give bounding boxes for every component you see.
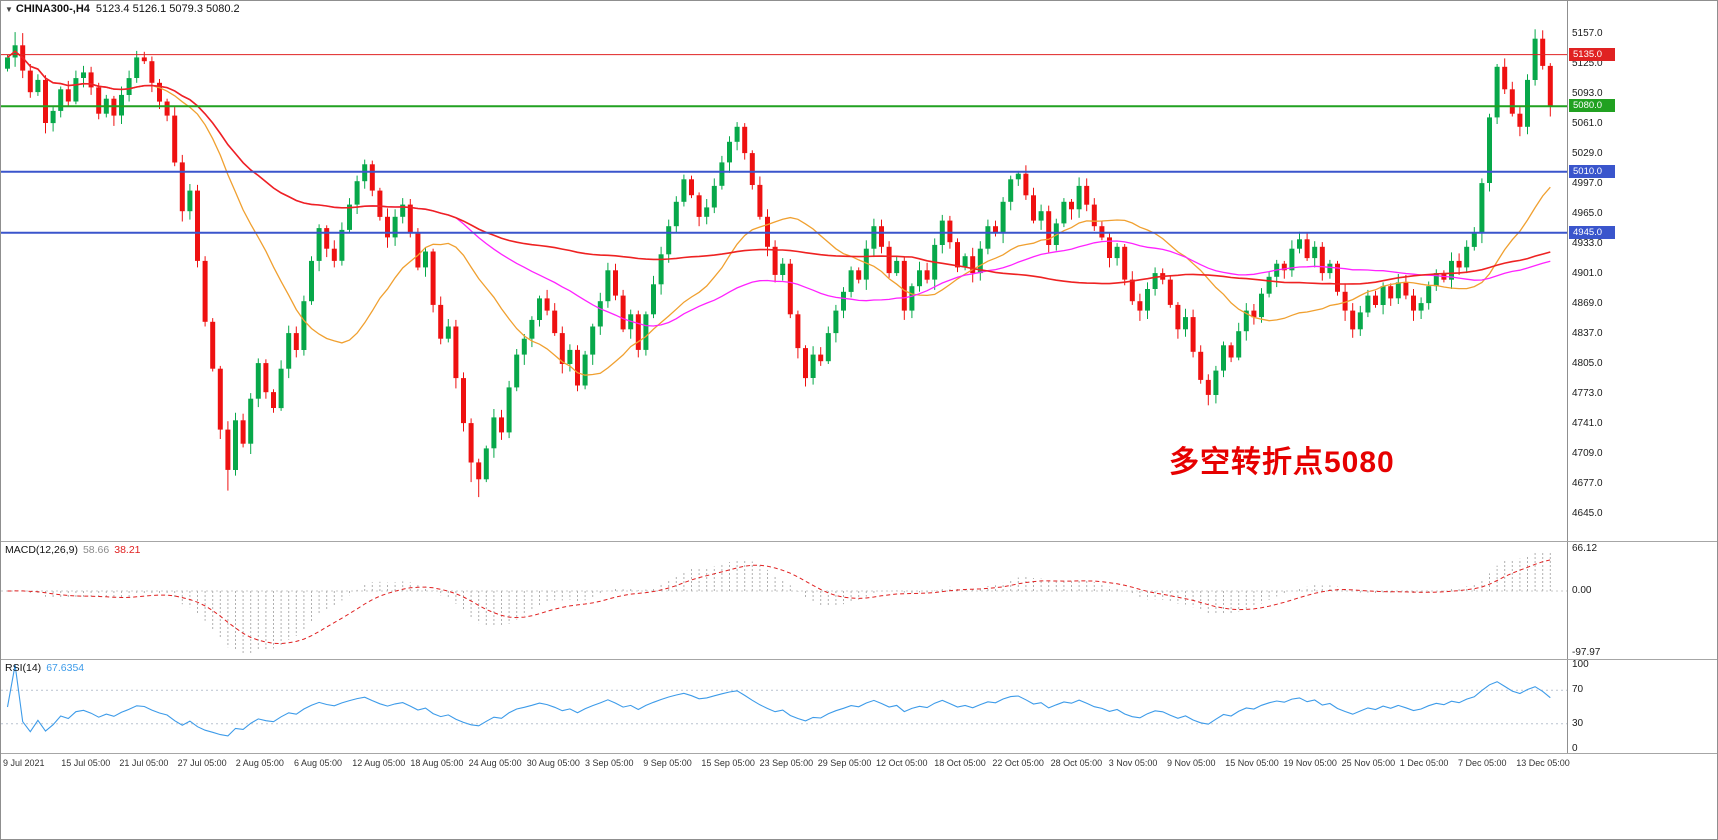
price-tick-label: 4709.0: [1572, 448, 1603, 459]
time-axis-label: 18 Oct 05:00: [934, 758, 986, 768]
macd-value-signal: 38.21: [114, 544, 141, 556]
price-tick-label: 5125.0: [1572, 58, 1603, 69]
time-axis-label: 9 Nov 05:00: [1167, 758, 1216, 768]
symbol-dropdown-icon[interactable]: ▼: [5, 5, 13, 14]
time-axis-label: 15 Jul 05:00: [61, 758, 111, 768]
rsi-axis-label: 0: [1572, 743, 1578, 754]
time-axis-label: 24 Aug 05:00: [468, 758, 522, 768]
price-level-badge[interactable]: 5080.0: [1569, 99, 1615, 112]
time-axis-label: 7 Dec 05:00: [1458, 758, 1507, 768]
time-axis-label: 19 Nov 05:00: [1283, 758, 1337, 768]
price-tick-label: 4933.0: [1572, 238, 1603, 249]
macd-axis-label: 0.00: [1572, 585, 1592, 596]
macd-value-main: 58.66: [82, 544, 110, 556]
price-tick-label: 4965.0: [1572, 208, 1603, 219]
price-tick-label: 4773.0: [1572, 388, 1603, 399]
price-level-badge[interactable]: 5010.0: [1569, 165, 1615, 178]
rsi-panel-canvas[interactable]: [1, 660, 1567, 753]
time-axis-label: 15 Sep 05:00: [701, 758, 755, 768]
main-chart-canvas[interactable]: [1, 1, 1567, 541]
annotation-text: 多空转折点5080: [1169, 446, 1395, 479]
macd-label-text: MACD(12,26,9): [5, 544, 78, 556]
time-axis-label: 6 Aug 05:00: [294, 758, 343, 768]
price-tick-label: 4805.0: [1572, 358, 1603, 369]
rsi-indicator-label: RSI(14) 67.6354: [5, 662, 89, 674]
time-axis-label: 1 Dec 05:00: [1399, 758, 1449, 768]
panel-divider-rsi[interactable]: [1, 659, 1717, 660]
time-axis[interactable]: 9 Jul 2021 15 Jul 05:00 21 Jul 05:00 27 Jul…: [1, 754, 1570, 776]
time-axis-label: 15 Nov 05:00: [1225, 758, 1279, 768]
symbol-ohlc-readout: ▼ CHINA300-,H4 5123.4 5126.1 5079.3 5080.2: [5, 3, 240, 15]
time-axis-label: 30 Aug 05:00: [526, 758, 580, 768]
macd-axis-label: 66.12: [1572, 543, 1598, 554]
time-axis-label: 28 Oct 05:00: [1050, 758, 1103, 768]
time-axis-divider: [1, 753, 1717, 754]
price-tick-label: 4645.0: [1572, 508, 1603, 519]
price-tick-label: 4901.0: [1572, 268, 1603, 279]
time-axis-label: 12 Oct 05:00: [876, 758, 928, 768]
time-axis-label: 13 Dec 05:00: [1516, 758, 1570, 768]
panel-divider-macd[interactable]: [1, 541, 1717, 542]
time-axis-label: 12 Aug 05:00: [352, 758, 406, 768]
time-axis-label: 3 Sep 05:00: [585, 758, 634, 768]
time-axis-label: 25 Nov 05:00: [1341, 758, 1396, 768]
time-axis-label: 9 Sep 05:00: [643, 758, 692, 768]
price-tick-label: 4741.0: [1572, 418, 1603, 429]
symbol-name: CHINA300-,H4: [15, 3, 90, 15]
price-tick-label: 5061.0: [1572, 118, 1603, 129]
rsi-label-text: RSI(14): [5, 662, 42, 674]
rsi-axis-label: 30: [1572, 718, 1584, 729]
rsi-axis-label: 100: [1572, 659, 1589, 670]
price-tick-label: 4677.0: [1572, 478, 1603, 489]
time-axis-label: 29 Sep 05:00: [817, 758, 872, 768]
time-axis-label: 9 Jul 2021: [3, 758, 45, 768]
price-tick-label: 4837.0: [1572, 328, 1603, 339]
time-axis-label: 22 Oct 05:00: [992, 758, 1044, 768]
macd-indicator-label: MACD(12,26,9) 58.66 38.21: [5, 544, 146, 556]
time-axis-label: 23 Sep 05:00: [759, 758, 814, 768]
price-tick-label: 5029.0: [1572, 148, 1603, 159]
rsi-value: 67.6354: [46, 662, 85, 674]
macd-axis-label: -97.97: [1572, 647, 1601, 658]
price-level-badge[interactable]: 5135.0: [1569, 48, 1615, 61]
price-tick-label: 4997.0: [1572, 178, 1603, 189]
macd-panel-canvas[interactable]: [1, 542, 1567, 659]
time-axis-label: 2 Aug 05:00: [235, 758, 284, 768]
price-axis[interactable]: 5157.0 5125.0 5093.0 5061.0 5029.0 4997.0 4965…: [1567, 1, 1717, 754]
price-level-badge[interactable]: 4945.0: [1569, 226, 1615, 239]
price-tick-label: 5093.0: [1572, 88, 1603, 99]
time-axis-label: 18 Aug 05:00: [410, 758, 464, 768]
rsi-axis-label: 70: [1572, 684, 1584, 695]
time-axis-label: 21 Jul 05:00: [119, 758, 169, 768]
time-axis-label: 27 Jul 05:00: [177, 758, 227, 768]
price-tick-label: 5157.0: [1572, 28, 1603, 39]
price-tick-label: 4869.0: [1572, 298, 1603, 309]
ohlc-values: 5123.4 5126.1 5079.3 5080.2: [95, 3, 240, 15]
time-axis-label: 3 Nov 05:00: [1108, 758, 1158, 768]
